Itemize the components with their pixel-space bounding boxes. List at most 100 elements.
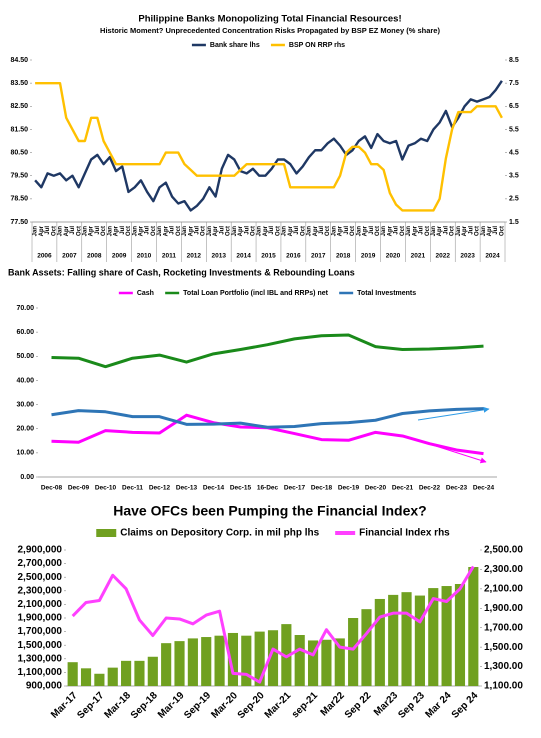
- series-line: [51, 413, 484, 456]
- x-tick-label: Jan: [257, 226, 263, 237]
- bar: [174, 641, 185, 686]
- y2-tick-label: 2.5: [509, 196, 519, 203]
- x-tick-label: Apr: [163, 225, 169, 236]
- x-tick-label: Apr: [387, 225, 393, 236]
- x-tick-label: Apr: [39, 225, 45, 236]
- x-tick-label: Jul: [319, 226, 325, 235]
- x-tick-label: Jul: [45, 226, 51, 235]
- x-tick-label: Apr: [313, 225, 319, 236]
- x-tick-label: Jul: [294, 226, 300, 235]
- x-tick-label: Sep-20: [236, 690, 267, 721]
- y-tick-label: 1,100,000: [18, 667, 63, 678]
- y-tick-label: 20.00: [16, 426, 34, 433]
- x-tick-label: Jan: [331, 226, 337, 237]
- x-tick-label: Apr: [487, 225, 493, 236]
- x-tick-label: Dec-12: [149, 485, 171, 492]
- x-tick-label: Jul: [344, 226, 350, 235]
- x-tick-label: Jan: [456, 226, 462, 237]
- x-tick-label: Sep 23: [396, 690, 427, 721]
- year-label: 2019: [361, 253, 376, 260]
- x-tick-label: Mar-18: [103, 690, 134, 721]
- x-tick-label: Jan: [182, 226, 188, 237]
- bar: [94, 673, 105, 686]
- x-tick-label: Jul: [219, 226, 225, 235]
- y-tick-label: 1,300,000: [18, 653, 63, 664]
- bar: [468, 567, 479, 686]
- x-tick-label: Apr: [288, 225, 294, 236]
- bar: [334, 638, 345, 686]
- year-label: 2015: [261, 253, 276, 260]
- y2-tick-label: 1,500.00: [484, 642, 523, 653]
- x-tick-label: Sep-19: [182, 690, 213, 721]
- x-tick-label: Oct: [151, 226, 157, 236]
- bar: [134, 660, 145, 686]
- x-tick-label: Oct: [325, 226, 331, 236]
- x-tick-label: Oct: [101, 226, 107, 236]
- x-tick-label: Jul: [170, 226, 176, 235]
- y2-tick-label: 8.5: [509, 57, 519, 64]
- x-tick-label: Jan: [82, 226, 88, 237]
- y-tick-label: 30.00: [16, 401, 34, 408]
- bar: [307, 640, 319, 686]
- x-tick-label: Dec-11: [122, 485, 143, 492]
- x-tick-label: Jul: [394, 226, 400, 235]
- y-tick-label: 80.50: [10, 149, 28, 156]
- bar: [107, 667, 118, 686]
- year-label: 2016: [286, 253, 301, 260]
- x-tick-label: Mar-19: [156, 690, 187, 721]
- x-tick-label: Dec-08: [41, 485, 63, 492]
- x-tick-label: Jul: [244, 226, 250, 235]
- series-line: [71, 565, 475, 684]
- x-tick-label: Jan: [132, 226, 138, 237]
- x-tick-label: Dec-15: [230, 485, 252, 492]
- year-label: 2012: [187, 253, 202, 260]
- y2-tick-label: 7.5: [509, 80, 519, 87]
- year-label: 2007: [62, 253, 77, 260]
- x-tick-label: Jan: [282, 226, 288, 237]
- bar: [254, 631, 265, 686]
- y2-tick-label: 6.5: [509, 103, 519, 110]
- bar: [281, 624, 292, 686]
- bar: [348, 618, 359, 686]
- trend-arrow: [417, 406, 490, 421]
- bar: [294, 635, 305, 686]
- x-tick-label: Oct: [226, 226, 232, 236]
- x-tick-label: Oct: [450, 226, 456, 236]
- x-tick-label: Apr: [412, 225, 418, 236]
- x-tick-label: Dec-14: [203, 485, 225, 492]
- x-tick-label: Jan: [207, 226, 213, 237]
- x-tick-label: Oct: [350, 226, 356, 236]
- x-tick-label: Jul: [468, 226, 474, 235]
- y2-tick-label: 5.5: [509, 126, 519, 133]
- chart-title: Bank Assets: Falling share of Cash, Rock…: [8, 267, 355, 277]
- year-label: 2021: [411, 253, 426, 260]
- legend-swatch: [96, 529, 117, 537]
- x-tick-label: Jan: [58, 226, 64, 237]
- x-tick-label: Apr: [363, 225, 369, 236]
- y-tick-label: 10.00: [16, 450, 34, 457]
- x-tick-label: Sep-17: [75, 690, 106, 721]
- year-label: 2013: [211, 253, 226, 260]
- x-tick-label: Sep 22: [343, 690, 374, 721]
- x-tick-label: Apr: [138, 225, 144, 236]
- year-label: 2008: [87, 253, 102, 260]
- year-label: 2009: [112, 253, 127, 260]
- y-tick-label: 2,300,000: [18, 585, 63, 596]
- x-tick-label: Jul: [493, 226, 499, 235]
- y-tick-label: 40.00: [16, 377, 34, 384]
- y-tick-label: 70.00: [16, 305, 34, 312]
- series-line: [51, 407, 484, 429]
- bar: [454, 584, 466, 686]
- y-tick-label: 50.00: [16, 353, 34, 360]
- series-line: [51, 333, 484, 369]
- x-tick-label: Dec-23: [446, 485, 468, 492]
- bar: [241, 635, 252, 686]
- x-tick-label: Apr: [338, 225, 344, 236]
- legend-label: Claims on Depository Corp. in mil php lh…: [120, 528, 319, 539]
- x-tick-label: Oct: [400, 226, 406, 236]
- x-tick-label: Jul: [145, 226, 151, 235]
- y-tick-label: 2,700,000: [18, 558, 63, 569]
- y2-tick-label: 1.5: [509, 219, 519, 226]
- y-tick-label: 900,000: [26, 681, 63, 692]
- chart-subtitle: Historic Moment? Unprecedented Concentra…: [100, 26, 440, 35]
